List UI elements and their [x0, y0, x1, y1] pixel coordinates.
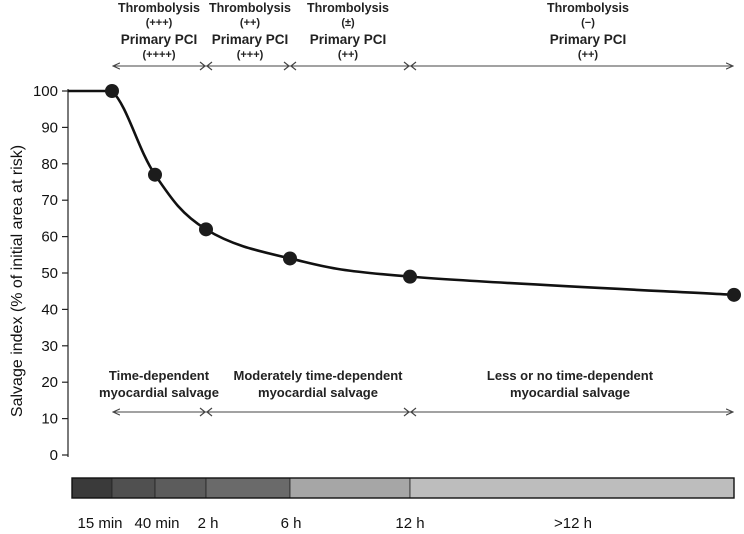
treatment-annotation: Thrombolysis (++) Primary PCI (+++)	[209, 1, 291, 61]
treatment-annotation: Thrombolysis (+++) Primary PCI (++++)	[118, 1, 200, 61]
top-range-divider	[283, 61, 297, 71]
salvage-annotation: Moderately time-dependent myocardial salv…	[233, 368, 403, 400]
salvage-label-line1: Less or no time-dependent	[487, 368, 654, 383]
data-point	[148, 167, 162, 182]
salvage-annotation: Time-dependent myocardial salvage	[99, 368, 219, 400]
time-bar-segment	[409, 477, 735, 499]
salvage-curve	[68, 89, 735, 297]
time-bar-segment	[289, 477, 411, 499]
pci-label: Primary PCI	[121, 32, 198, 47]
pci-label: Primary PCI	[550, 32, 627, 47]
y-axis-title: Salvage index (% of initial area at risk…	[9, 145, 26, 417]
salvage-annotation: Less or no time-dependent myocardial salv…	[487, 368, 654, 400]
time-bar-frame	[71, 477, 735, 499]
data-point	[727, 287, 741, 302]
data-point	[283, 251, 297, 266]
thrombolysis-grade: (++)	[240, 17, 261, 29]
time-bar: 15 min 40 min 2 h 6 h 12 h >12 h	[71, 477, 735, 532]
time-label: 12 h	[395, 515, 424, 532]
time-bar-segment	[111, 477, 156, 499]
treatment-annotation: Thrombolysis (−) Primary PCI (++)	[547, 1, 629, 61]
thrombolysis-label: Thrombolysis	[547, 1, 629, 15]
y-tick-label: 20	[41, 374, 58, 391]
thrombolysis-label: Thrombolysis	[209, 1, 291, 15]
y-tick-label: 80	[41, 156, 58, 173]
thrombolysis-label: Thrombolysis	[118, 1, 200, 15]
data-point	[403, 269, 417, 284]
pci-grade: (++)	[578, 49, 599, 61]
thrombolysis-grade: (±)	[341, 17, 355, 29]
salvage-label-line2: myocardial salvage	[258, 385, 378, 400]
data-point	[199, 222, 213, 237]
data-point	[105, 84, 119, 98]
salvage-label-line1: Moderately time-dependent	[233, 368, 403, 383]
y-tick-label: 30	[41, 338, 58, 355]
pci-label: Primary PCI	[212, 32, 289, 47]
salvage-label-line1: Time-dependent	[109, 368, 210, 383]
top-range-divider	[199, 61, 213, 71]
y-axis: 0 10 20 30 40 50 60 70 80 90 100 Salvage index (% o…	[9, 83, 69, 464]
salvage-label-line2: myocardial salvage	[510, 385, 630, 400]
top-range-divider	[403, 61, 417, 71]
time-label: 40 min	[134, 515, 179, 532]
y-tick-label: 40	[41, 301, 58, 318]
bottom-range-divider	[199, 407, 213, 417]
pci-grade: (+++)	[237, 49, 264, 61]
salvage-label-line2: myocardial salvage	[99, 385, 219, 400]
time-label: 2 h	[198, 515, 219, 532]
y-tick-label: 70	[41, 192, 58, 209]
pci-grade: (++++)	[142, 49, 175, 61]
top-annotations: Thrombolysis(+++)Primary PCI(++++)Thromb…	[113, 1, 733, 71]
y-tick-label: 50	[41, 265, 58, 282]
bottom-range-divider	[403, 407, 417, 417]
time-label: >12 h	[554, 515, 592, 532]
thrombolysis-grade: (+++)	[146, 17, 173, 29]
time-label: 6 h	[281, 515, 302, 532]
thrombolysis-grade: (−)	[581, 17, 595, 29]
y-tick-label: 10	[41, 411, 58, 428]
treatment-annotation: Thrombolysis (±) Primary PCI (++)	[307, 1, 389, 61]
time-bar-segment	[154, 477, 207, 499]
pci-grade: (++)	[338, 49, 359, 61]
salvage-series	[68, 84, 741, 302]
y-tick-label: 0	[50, 447, 58, 464]
time-label: 15 min	[77, 515, 122, 532]
time-bar-segment	[205, 477, 291, 499]
y-tick-label: 60	[41, 229, 58, 246]
y-tick-label: 90	[41, 119, 58, 136]
thrombolysis-label: Thrombolysis	[307, 1, 389, 15]
y-tick-label: 100	[33, 83, 58, 100]
time-bar-segment	[71, 477, 113, 499]
pci-label: Primary PCI	[310, 32, 387, 47]
